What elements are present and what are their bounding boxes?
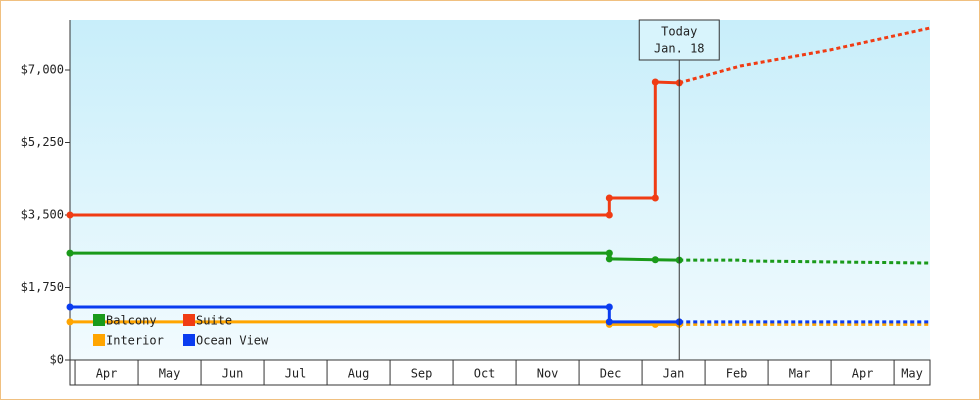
point: [605, 249, 613, 257]
legend-label: Interior: [106, 334, 164, 348]
point: [66, 211, 74, 219]
legend-swatch: [93, 314, 105, 326]
x-tick-label: Nov: [537, 367, 559, 381]
x-tick-label: Sep: [411, 367, 433, 381]
x-tick-label: May: [159, 367, 181, 381]
legend-label: Ocean View: [196, 334, 269, 348]
x-tick-label: Jun: [222, 367, 244, 381]
x-tick-label: Mar: [789, 367, 811, 381]
point: [605, 194, 613, 202]
legend-label: Balcony: [106, 314, 157, 328]
point: [651, 256, 659, 264]
x-tick-label: Oct: [474, 367, 496, 381]
point: [651, 78, 659, 86]
today-date: Jan. 18: [654, 42, 705, 56]
legend-swatch: [183, 314, 195, 326]
plot-area: [70, 20, 930, 360]
y-tick-label: $5,250: [21, 135, 64, 149]
today-box: [638, 19, 720, 61]
y-tick-label: $3,500: [21, 208, 64, 222]
point: [605, 211, 613, 219]
y-tick-label: $1,750: [21, 280, 64, 294]
x-tick-label: Feb: [726, 367, 748, 381]
x-tick-label: Dec: [600, 367, 622, 381]
x-tick-label: May: [901, 367, 923, 381]
series-line: [70, 80, 680, 217]
series-line: [70, 305, 680, 324]
y-tick-label: $7,000: [21, 63, 64, 77]
x-tick-label: Aug: [348, 367, 370, 381]
point: [651, 194, 659, 202]
forecast-line: [679, 258, 931, 265]
x-tick-label: Jul: [285, 367, 307, 381]
x-tick-label: Apr: [852, 367, 874, 381]
today-label: Today: [661, 25, 697, 39]
x-tick-label: Apr: [96, 367, 118, 381]
x-tick-label: Jan: [663, 367, 685, 381]
legend-swatch: [93, 334, 105, 346]
legend-label: Suite: [196, 314, 232, 328]
y-tick-label: $0: [50, 353, 64, 367]
point: [605, 303, 613, 311]
forecast-line: [678, 26, 931, 85]
point: [66, 303, 74, 311]
point: [66, 249, 74, 257]
legend-swatch: [183, 334, 195, 346]
point: [605, 255, 613, 263]
point: [66, 318, 74, 326]
point: [605, 318, 613, 326]
